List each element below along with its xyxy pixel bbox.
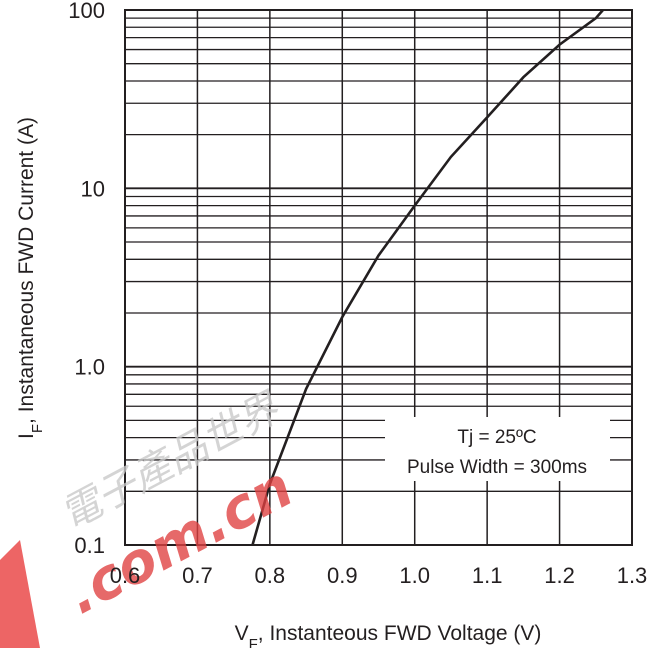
- watermark: 電子產品世界 .com.cn: [0, 385, 303, 648]
- x-tick-label: 0.6: [110, 563, 141, 588]
- series-line: [251, 9, 604, 546]
- annotation-temperature: Tj = 25ºC: [457, 427, 536, 448]
- x-tick-label: 0.8: [255, 563, 286, 588]
- x-tick-labels: 0.6 0.7 0.8 0.9 1.0 1.1 1.2 1.3: [110, 563, 648, 588]
- plot-frame: [124, 9, 633, 546]
- y-tick-labels: 0.1 1.0 10 100: [68, 0, 105, 558]
- y-tick-label: 1.0: [74, 355, 105, 380]
- x-tick-label: 0.9: [327, 563, 358, 588]
- x-tick-label: 0.7: [182, 563, 213, 588]
- y-tick-label: 0.1: [74, 533, 105, 558]
- annotation-pulse-width: Pulse Width = 300ms: [407, 457, 587, 478]
- x-axis-label-rest: , Instanteous FWD Voltage (V): [258, 622, 542, 645]
- x-tick-label: 1.3: [617, 563, 648, 588]
- x-tick-label: 1.1: [472, 563, 503, 588]
- y-tick-label: 100: [68, 0, 105, 23]
- x-tick-label: 1.0: [399, 563, 430, 588]
- x-axis-label: VF, Instanteous FWD Voltage (V): [235, 622, 542, 648]
- x-tick-label: 1.2: [544, 563, 575, 588]
- y-axis-label: IF, Instantaneous FWD Current (A): [15, 117, 46, 439]
- y-axis-label-main: I: [15, 433, 38, 439]
- annotation-box: [385, 417, 610, 481]
- horizontal-gridlines: [125, 17, 632, 546]
- y-axis-label-subscript: F: [29, 424, 46, 433]
- x-axis-label-main: V: [235, 622, 249, 645]
- y-axis-label-rest: , Instantaneous FWD Current (A): [15, 117, 38, 424]
- watermark-corner: [0, 540, 40, 648]
- vertical-gridlines: [124, 10, 633, 545]
- x-axis-label-subscript: F: [249, 636, 258, 648]
- y-tick-label: 10: [81, 176, 105, 201]
